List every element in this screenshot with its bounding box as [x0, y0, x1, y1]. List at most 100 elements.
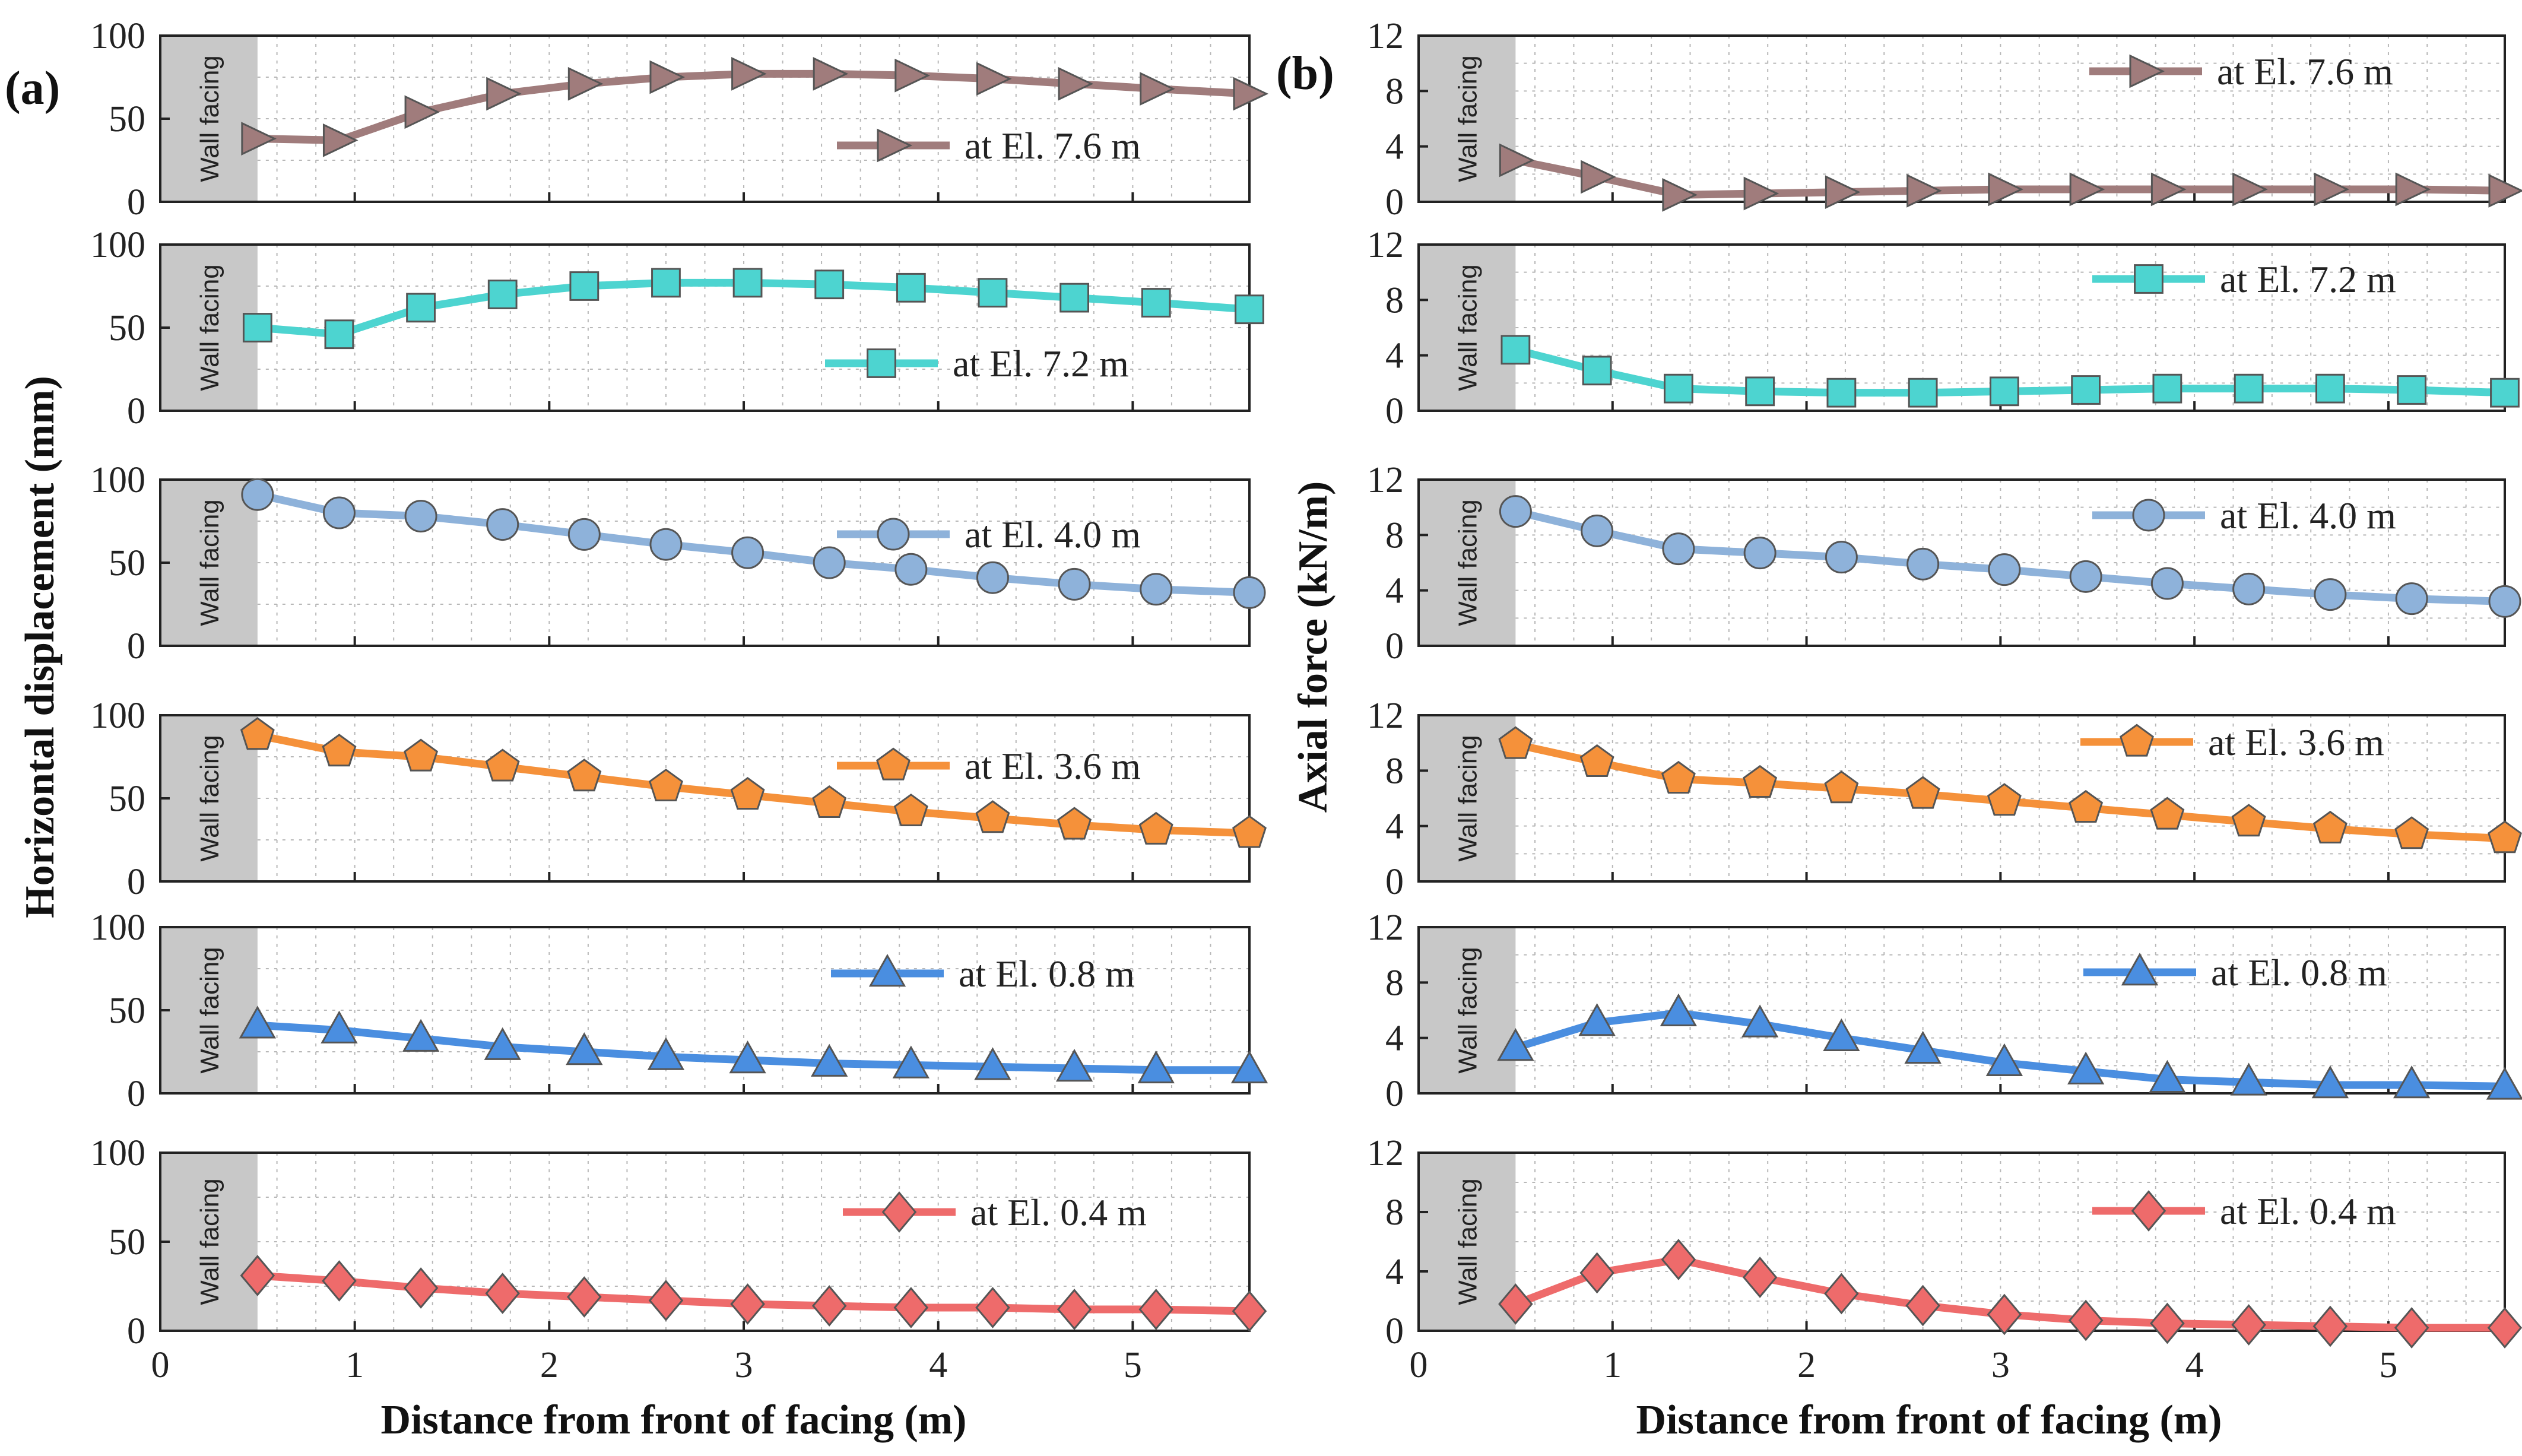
data-point: [1824, 770, 1859, 804]
wall-facing-region: [160, 36, 258, 202]
data-point: [1662, 177, 1698, 212]
data-point: [242, 313, 272, 342]
x-tick-label: 3: [1991, 1345, 2010, 1385]
data-point: [2394, 1307, 2429, 1349]
x-axis-title-b: Distance from front of facing (m): [1636, 1397, 2222, 1443]
legend-marker: [881, 1191, 917, 1233]
wall-facing-label: Wall facing: [1454, 499, 1483, 626]
data-point: [893, 1287, 929, 1328]
legend: at El. 7.2 m: [2092, 258, 2396, 300]
data-point: [1988, 172, 2023, 207]
data-point: [1743, 176, 1779, 211]
y-tick-label: 0: [1385, 391, 1404, 432]
legend: at El. 0.4 m: [2092, 1190, 2396, 1232]
wall-facing-region: [160, 245, 258, 411]
y-tick-label: 0: [1385, 1074, 1404, 1114]
y-tick-label: 50: [109, 1222, 145, 1262]
y-tick-label: 50: [109, 99, 145, 139]
data-point: [1582, 356, 1612, 386]
data-point: [240, 717, 275, 750]
data-point: [322, 123, 359, 157]
data-point: [484, 1027, 521, 1060]
data-point: [1663, 373, 1693, 404]
wall-facing-label: Wall facing: [1454, 735, 1483, 862]
panel-label-b: (b): [1276, 47, 1334, 100]
data-point: [2071, 375, 2101, 405]
data-point: [811, 1043, 848, 1077]
data-point: [814, 269, 845, 300]
data-point: [404, 95, 440, 129]
legend-label: at El. 7.2 m: [953, 342, 1129, 385]
y-tick-label: 12: [1367, 1133, 1404, 1173]
x-tick-label: 0: [151, 1345, 170, 1385]
y-tick-label: 12: [1367, 16, 1404, 56]
data-point: [975, 1287, 1010, 1328]
data-point: [896, 272, 926, 303]
data-point: [1908, 378, 1938, 408]
data-point: [1906, 173, 1942, 208]
legend-marker: [2131, 1190, 2166, 1232]
subplot-b-1: Wall facing 0 4 8 12 at El. 7.6 m: [1367, 16, 2522, 223]
data-point: [485, 748, 520, 782]
data-point: [2152, 373, 2182, 404]
data-point: [239, 1005, 277, 1039]
subplot-a-4: Wall facing 0 50 100 at El. 3.6 m: [90, 696, 1267, 902]
data-point: [2488, 173, 2522, 208]
data-point: [2069, 789, 2104, 823]
data-point: [2232, 572, 2266, 605]
legend: at El. 0.8 m: [2083, 951, 2387, 994]
y-tick-label: 4: [1385, 127, 1404, 167]
y-tick-label: 8: [1385, 280, 1404, 321]
data-point: [1823, 1018, 1860, 1051]
data-point: [567, 518, 601, 551]
legend-marker: [2120, 724, 2154, 757]
data-point: [647, 1037, 685, 1070]
plot-frame: [1417, 714, 2506, 883]
panel-label-a: (a): [5, 62, 60, 115]
data-point: [2314, 172, 2349, 207]
legend-label: at El. 4.0 m: [965, 513, 1141, 556]
wall-facing-region: [160, 480, 258, 646]
data-point: [1581, 514, 1614, 547]
y-tick-label: 8: [1385, 71, 1404, 112]
y-tick-label: 4: [1385, 807, 1404, 847]
data-point: [1138, 811, 1173, 845]
y-tick-label: 0: [1385, 1311, 1404, 1352]
subplot-b-2: Wall facing 0 4 8 12 at El. 7.2 m: [1367, 225, 2520, 432]
data-point: [406, 293, 436, 323]
x-tick-label: 5: [1124, 1345, 1142, 1385]
y-tick-label: 4: [1385, 1252, 1404, 1292]
data-point: [2069, 172, 2105, 207]
data-point: [1233, 576, 1266, 609]
data-point: [2312, 810, 2347, 843]
wall-facing-label: Wall facing: [1454, 264, 1483, 391]
data-point: [1988, 553, 2021, 586]
y-tick-label: 12: [1367, 696, 1404, 736]
y-tick-label: 0: [127, 862, 145, 902]
data-point: [487, 280, 518, 309]
wall-facing-label: Wall facing: [195, 947, 224, 1074]
plot-frame: [1417, 34, 2506, 203]
legend-marker: [868, 954, 906, 987]
x-tick-label: 5: [2379, 1345, 2397, 1385]
legend: at El. 4.0 m: [2092, 494, 2396, 537]
data-point: [1137, 1050, 1175, 1084]
data-point: [2150, 797, 2185, 830]
data-point: [731, 57, 767, 91]
legend-label: at El. 0.4 m: [970, 1191, 1147, 1233]
subplot-a-5: Wall facing 0 50 100 at El. 0.8 m: [90, 908, 1268, 1114]
y-tick-label: 4: [1385, 336, 1404, 376]
y-tick-label: 0: [1385, 626, 1404, 667]
data-point: [2150, 1302, 2185, 1344]
data-point: [649, 60, 686, 94]
data-point: [1497, 1028, 1534, 1061]
data-point: [2231, 1304, 2266, 1346]
y-tick-label: 8: [1385, 1192, 1404, 1233]
wall-facing-label: Wall facing: [1454, 1178, 1483, 1305]
x-tick-label: 1: [1603, 1345, 1622, 1385]
data-point: [811, 1285, 847, 1327]
data-point: [402, 1019, 440, 1052]
data-point: [1233, 77, 1269, 111]
data-point: [1140, 72, 1175, 106]
